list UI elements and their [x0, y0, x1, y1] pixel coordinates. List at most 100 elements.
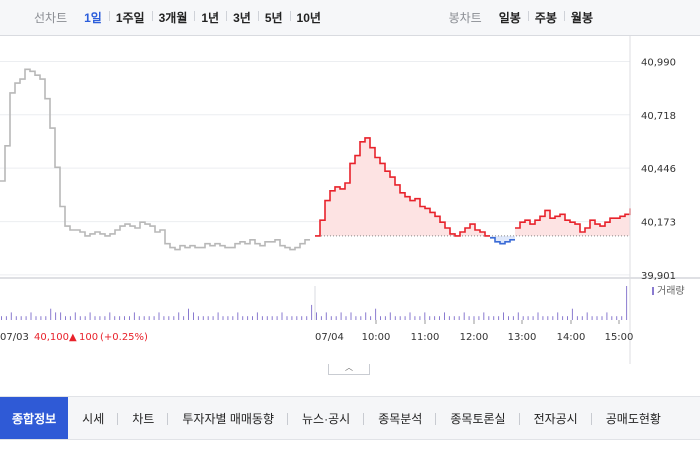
volume-bar [69, 316, 71, 320]
volume-bar [99, 316, 101, 320]
period-5y-option[interactable]: 5년 [257, 9, 290, 26]
volume-bar [463, 312, 465, 320]
volume-bar [197, 316, 199, 320]
tab-chart[interactable]: 차트 [118, 397, 169, 439]
volume-bar [153, 316, 155, 320]
volume-bar [89, 312, 91, 320]
volume-bar [557, 312, 559, 320]
volume-bar [576, 316, 578, 320]
volume-bar [193, 312, 194, 320]
volume-bar [94, 316, 96, 320]
intraday-price-chart[interactable]: 40,990 40,718 40,446 40,173 39,901 거래량 10:00… [0, 36, 700, 364]
up-area-fill [315, 137, 490, 236]
tab-discussion[interactable]: 종목토론실 [436, 397, 520, 439]
volume-bar [133, 312, 135, 320]
volume-bar [380, 316, 381, 320]
period-3y-option[interactable]: 3년 [226, 9, 258, 26]
volume-bar [256, 312, 258, 320]
up-area-fill [515, 208, 630, 236]
tab-short-selling[interactable]: 공매도현황 [605, 411, 661, 426]
volume-bar [222, 316, 224, 320]
volume-legend: 거래량 [652, 285, 685, 297]
period-10y-option[interactable]: 10년 [289, 9, 328, 26]
collapse-chart-button[interactable]: ︿ [328, 364, 370, 375]
volume-bar [468, 316, 470, 320]
period-1d-option[interactable]: 1일 [84, 11, 102, 25]
volume-bar [65, 316, 66, 320]
volume-bar [296, 316, 298, 320]
candle-weekly-option[interactable]: 주봉 [527, 9, 564, 26]
volume-bar [389, 312, 391, 320]
y-tick-label: 39,901 [641, 271, 676, 282]
prev-change-value: 100 [79, 332, 98, 343]
volume-bar [429, 316, 431, 320]
volume-bar [124, 316, 125, 320]
volume-bar [104, 316, 106, 320]
volume-bar [370, 316, 372, 320]
volume-bar [532, 316, 534, 320]
volume-bar [330, 316, 332, 320]
volume-bar [488, 316, 490, 320]
volume-bar [109, 312, 111, 320]
volume-bar [173, 316, 175, 320]
volume-bar [384, 316, 386, 320]
volume-bar [350, 312, 352, 320]
volume-bar [168, 316, 170, 320]
volume-bar [335, 316, 337, 320]
prev-close-price: 40,100 [34, 332, 69, 343]
volume-bar [79, 316, 81, 320]
volume-bar [311, 304, 313, 320]
tab-stock-analysis[interactable]: 종목분석 [364, 397, 437, 439]
volume-bar [178, 312, 180, 320]
volume-bar [542, 316, 544, 320]
volume-bar [325, 312, 327, 320]
period-1w-option[interactable]: 1주일 [108, 9, 152, 26]
period-1y-option[interactable]: 1년 [194, 9, 226, 26]
volume-bar [143, 316, 145, 320]
tab-quotes[interactable]: 시세 [68, 397, 119, 439]
volume-bar [444, 312, 445, 320]
y-tick-label: 40,990 [641, 58, 676, 69]
candle-monthly-option[interactable]: 월봉 [563, 9, 600, 26]
tab-overview[interactable]: 종합정보 [0, 397, 69, 439]
candle-chart-label: 봉차트 [448, 11, 482, 25]
volume-bar [616, 316, 618, 320]
volume-bar [360, 316, 362, 320]
volume-bar [601, 316, 603, 320]
x-tick-label: 12:00 [460, 332, 489, 343]
volume-bar [242, 316, 244, 320]
line-chart-label: 선차트 [34, 11, 68, 25]
volume-bar [15, 316, 17, 320]
y-axis-ticks: 40,990 40,718 40,446 40,173 39,901 [641, 58, 676, 282]
tab-investor-trading[interactable]: 투자자별 매매동향 [168, 397, 288, 439]
volume-bar [129, 316, 130, 320]
volume-bar [35, 316, 37, 320]
volume-bar [527, 316, 529, 320]
tab-e-disclosure[interactable]: 전자공시 [520, 397, 592, 439]
volume-bar [596, 316, 598, 320]
x-tick-label: 14:00 [557, 332, 586, 343]
volume-bar [473, 316, 475, 320]
volume-bar [5, 316, 7, 320]
down-price-line [490, 237, 515, 245]
volume-bar [345, 316, 347, 320]
volume-bar [606, 312, 608, 320]
tab-news-disclosure[interactable]: 뉴스·공시 [288, 397, 365, 439]
chart-grid [0, 61, 630, 276]
volume-bar [138, 316, 140, 320]
volume-bar [394, 316, 396, 320]
volume-bar [1, 316, 2, 320]
volume-bar [40, 316, 42, 320]
chevron-up-icon: ︿ [345, 363, 353, 372]
volume-bar [60, 312, 62, 320]
volume-bar [291, 316, 293, 320]
volume-bar [453, 316, 455, 320]
y-tick-label: 40,173 [641, 218, 676, 229]
volume-bar [163, 316, 165, 320]
volume-bar [188, 308, 189, 320]
period-3m-option[interactable]: 3개월 [151, 9, 195, 26]
volume-bar [562, 316, 564, 320]
candle-daily-option[interactable]: 일봉 [498, 11, 521, 25]
volume-bar [586, 312, 588, 320]
volume-bar [30, 312, 32, 320]
